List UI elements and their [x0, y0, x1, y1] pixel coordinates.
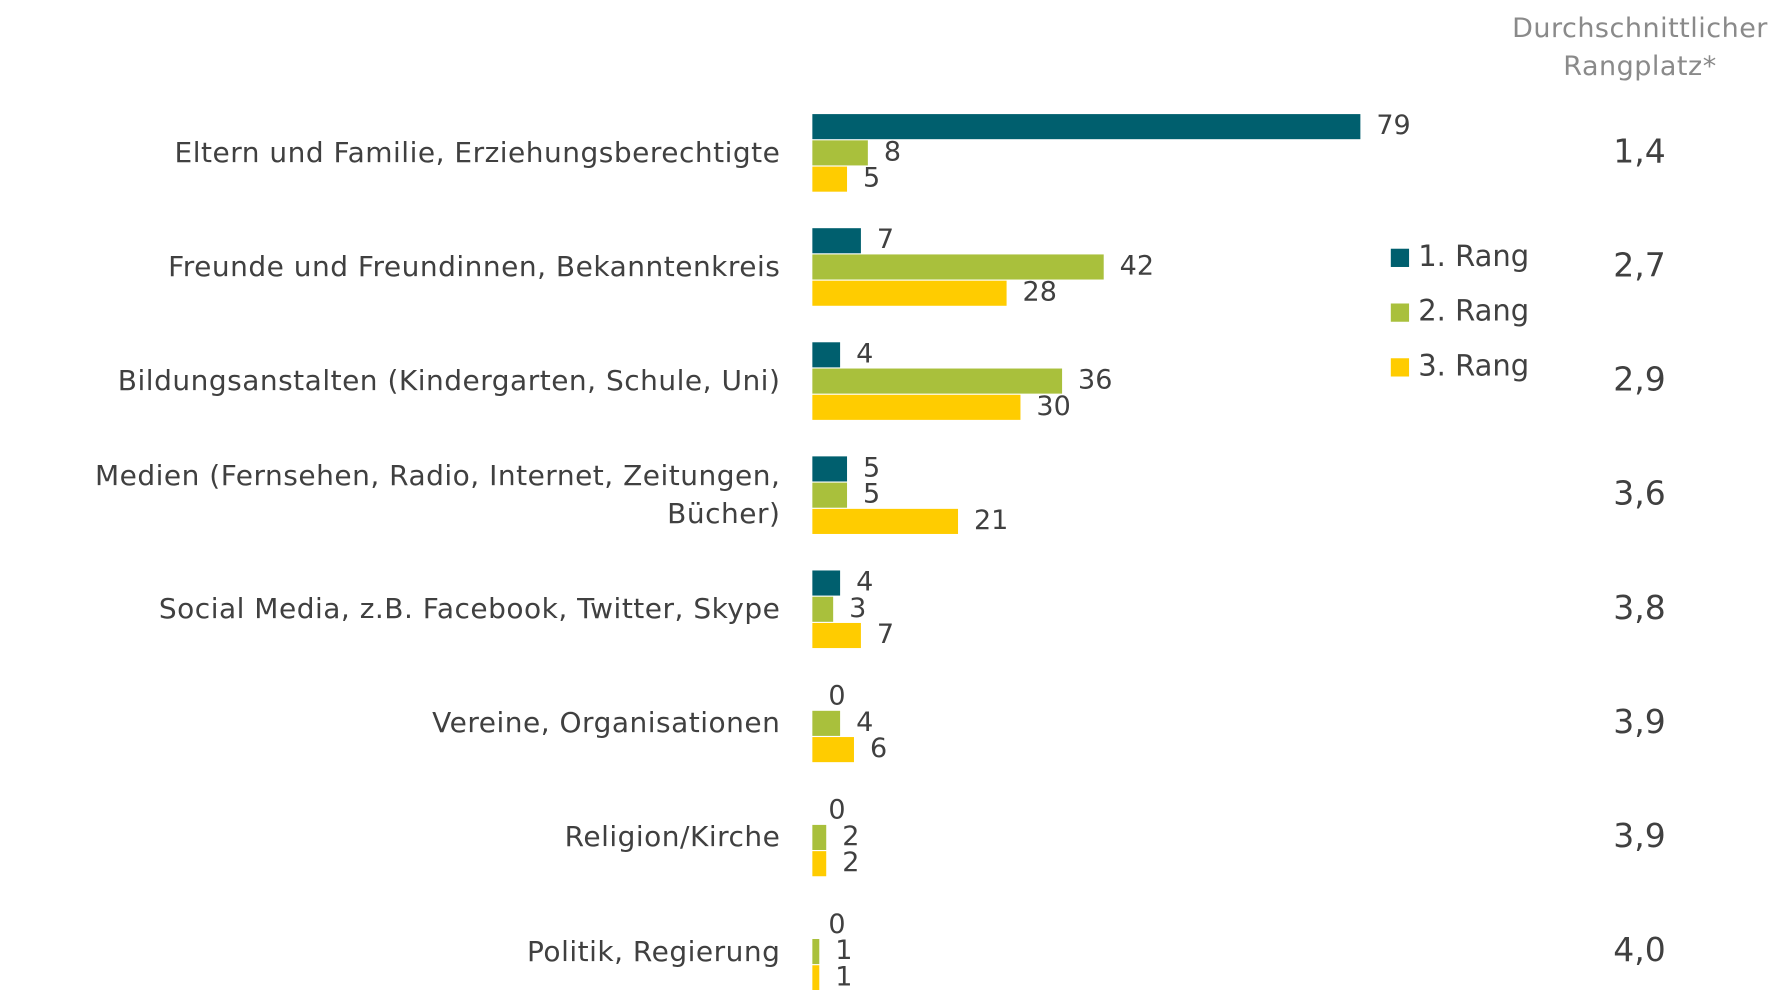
value-label: 28: [1023, 277, 1057, 308]
category-label: Bildungsanstalten (Kindergarten, Schule,…: [117, 364, 781, 398]
value-label: 7: [877, 224, 894, 255]
bar: [812, 824, 827, 851]
rank-value: 3,8: [1613, 588, 1665, 627]
rank-value: 3,6: [1613, 474, 1665, 513]
value-label: 42: [1120, 250, 1154, 281]
bar: [812, 737, 854, 763]
bar: [812, 482, 848, 508]
value-label: 5: [863, 163, 880, 194]
rank-value: 2,7: [1613, 245, 1665, 284]
category-label: Medien (Fernsehen, Radio, Internet, Zeit…: [94, 459, 781, 531]
value-label: 4: [856, 338, 873, 369]
rank-value: 3,9: [1613, 702, 1665, 741]
bar: [812, 938, 820, 965]
value-label: 0: [828, 795, 845, 826]
bar: [812, 965, 820, 990]
bar: [812, 140, 868, 166]
bar: [812, 456, 848, 482]
category-label: Vereine, Organisationen: [432, 706, 781, 740]
value-label: 3: [849, 593, 866, 624]
bar: [812, 394, 1021, 420]
category-label: Religion/Kirche: [564, 820, 781, 854]
value-label: 6: [870, 733, 887, 764]
value-label: 5: [863, 479, 880, 510]
value-label: 4: [856, 567, 873, 598]
value-label: 2: [842, 821, 859, 852]
legend-label: 1. Rang: [1418, 239, 1529, 273]
legend-label: 3. Rang: [1418, 348, 1529, 382]
rank-value: 2,9: [1613, 360, 1665, 399]
bar: [812, 710, 841, 736]
bar: [812, 368, 1063, 394]
bar: [812, 596, 834, 622]
category-label: Social Media, z.B. Facebook, Twitter, Sk…: [158, 592, 781, 626]
rank-value: 3,9: [1613, 816, 1665, 855]
bar: [812, 851, 827, 877]
category-label: Politik, Regierung: [527, 934, 781, 968]
legend-swatch: [1390, 303, 1410, 322]
category-label: Eltern und Familie, Erziehungsberechtigt…: [174, 135, 781, 169]
bar: [812, 342, 841, 368]
rank-value: 4,0: [1613, 930, 1665, 969]
bar: [812, 622, 861, 649]
bar: [812, 508, 959, 534]
value-label: 1: [835, 961, 852, 990]
rank-column-title: Durchschnittlicher Rangplatz*: [1512, 13, 1768, 82]
legend-swatch: [1390, 248, 1410, 267]
value-label: 79: [1376, 110, 1410, 141]
legend-label: 2. Rang: [1418, 294, 1529, 328]
legend-swatch: [1390, 358, 1410, 377]
bar: [812, 228, 861, 254]
value-label: 4: [856, 707, 873, 738]
value-label: 1: [835, 935, 852, 966]
value-label: 0: [828, 681, 845, 712]
category-label: Freunde und Freundinnen, Bekanntenkreis: [168, 249, 781, 283]
value-label: 7: [877, 619, 894, 650]
value-label: 30: [1036, 391, 1070, 422]
bar: [812, 570, 841, 596]
bar: [812, 254, 1104, 280]
value-label: 36: [1078, 365, 1112, 396]
value-label: 5: [863, 452, 880, 483]
value-label: 2: [842, 847, 859, 878]
value-label: 0: [828, 909, 845, 940]
value-label: 21: [974, 505, 1008, 536]
rank-value: 1,4: [1613, 131, 1665, 170]
bar: [812, 280, 1007, 306]
bar: [812, 114, 1361, 140]
value-label: 8: [884, 136, 901, 167]
bar: [812, 166, 848, 192]
